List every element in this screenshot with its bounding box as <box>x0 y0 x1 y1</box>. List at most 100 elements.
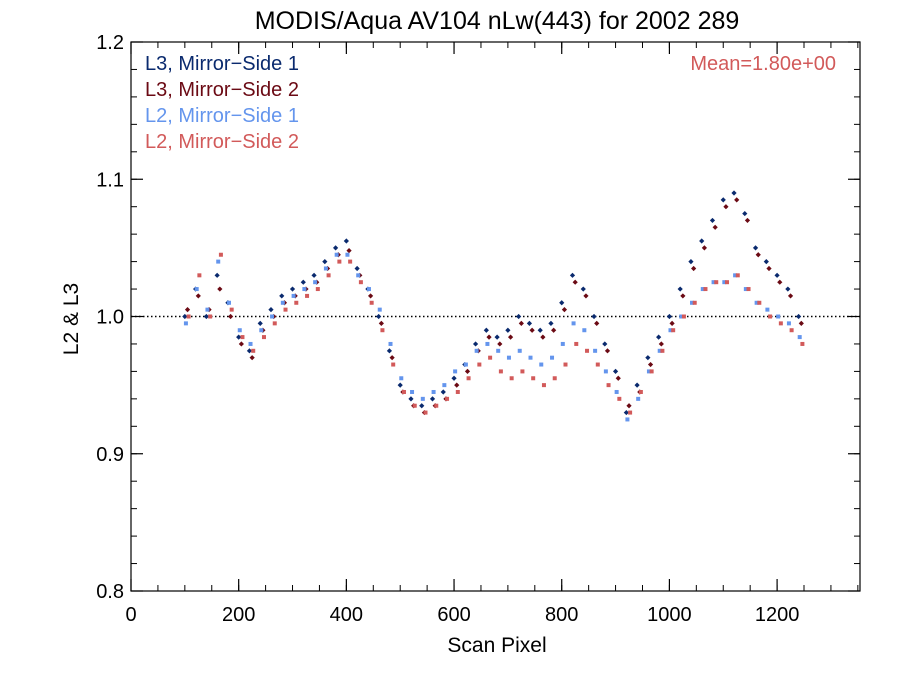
data-point <box>507 334 514 340</box>
data-point <box>691 265 697 272</box>
data-point <box>464 368 471 374</box>
data-point <box>354 265 360 272</box>
data-point <box>731 190 737 196</box>
data-point <box>237 328 242 333</box>
y-tick-labels: 0.8 0.9 1.0 1.1 1.2 <box>96 32 124 603</box>
data-point <box>483 327 489 333</box>
data-point <box>376 313 382 320</box>
data-point <box>248 341 253 346</box>
data-point <box>752 245 759 251</box>
data-point <box>345 252 350 257</box>
data-point <box>442 383 447 388</box>
x-tick-label: 800 <box>545 604 578 626</box>
data-points <box>182 190 805 422</box>
data-point <box>367 293 374 299</box>
data-point <box>434 403 439 408</box>
data-point <box>272 321 277 326</box>
data-point <box>505 327 511 333</box>
data-point <box>680 293 686 299</box>
data-point <box>518 320 524 326</box>
x-tick-labels: 0 200 400 600 800 1000 1200 <box>125 604 799 626</box>
data-point <box>700 287 705 292</box>
data-point <box>261 335 266 340</box>
data-point <box>313 280 318 285</box>
data-point <box>776 314 781 319</box>
data-point <box>657 348 662 353</box>
series-2-points <box>184 197 804 416</box>
data-point <box>660 348 665 353</box>
data-point <box>337 259 342 264</box>
y-tick-label: 1.0 <box>96 307 124 329</box>
data-point <box>291 293 296 298</box>
x-tick-label: 0 <box>125 604 136 626</box>
data-point <box>485 341 490 346</box>
data-point <box>539 362 544 367</box>
data-point <box>742 210 748 217</box>
data-point <box>251 348 256 353</box>
data-point <box>182 313 188 320</box>
data-point <box>699 238 705 244</box>
y-tick-label: 1.2 <box>96 32 124 54</box>
data-point <box>559 300 565 306</box>
data-point <box>429 396 436 402</box>
data-point <box>690 300 695 305</box>
y-axis-label: L2 & L3 <box>60 283 83 355</box>
data-point <box>420 396 425 401</box>
data-point <box>279 293 285 299</box>
data-point <box>646 369 651 374</box>
data-point <box>326 273 331 278</box>
data-point <box>332 245 339 251</box>
data-point <box>725 280 730 285</box>
data-point <box>249 355 255 361</box>
data-point <box>238 341 244 347</box>
series-1-points <box>182 190 802 416</box>
legend: L3, Mirror−Side 1 L3, Mirror−Side 2 L2, Mi… <box>145 53 299 153</box>
data-point <box>580 286 586 292</box>
data-point <box>552 376 557 381</box>
data-point <box>197 273 202 278</box>
data-point <box>763 259 769 265</box>
data-point <box>472 341 479 347</box>
y-tick-label: 0.9 <box>96 444 124 466</box>
data-point <box>634 382 640 388</box>
data-point <box>563 362 568 367</box>
data-point <box>582 328 587 333</box>
data-point <box>743 287 748 292</box>
data-point <box>445 396 450 401</box>
data-point <box>203 313 209 320</box>
data-point <box>517 348 522 353</box>
data-point <box>268 307 274 313</box>
data-point <box>302 287 307 292</box>
data-point <box>259 328 264 333</box>
legend-entry: L2, Mirror−Side 2 <box>145 131 299 153</box>
data-point <box>723 204 729 210</box>
data-point <box>389 355 395 361</box>
data-point <box>623 409 629 416</box>
data-point <box>551 327 557 333</box>
data-point <box>440 389 446 395</box>
data-point <box>380 328 385 333</box>
data-point <box>366 287 371 292</box>
data-point <box>786 321 791 326</box>
data-point <box>757 300 762 305</box>
x-tick-label: 400 <box>330 604 363 626</box>
data-point <box>386 348 393 354</box>
data-point <box>194 287 199 292</box>
data-point <box>548 320 554 326</box>
data-point <box>454 382 460 388</box>
data-point <box>591 313 597 320</box>
data-point <box>412 403 417 408</box>
data-point <box>228 313 234 320</box>
data-point <box>612 368 619 374</box>
data-point <box>356 273 361 278</box>
data-point <box>638 389 643 394</box>
data-point <box>666 313 673 320</box>
data-point <box>735 273 740 278</box>
data-point <box>755 252 761 258</box>
data-point <box>229 307 234 312</box>
data-point <box>766 265 772 272</box>
data-point <box>628 410 633 415</box>
data-point <box>377 307 382 312</box>
data-point <box>516 313 522 320</box>
data-point <box>569 272 576 278</box>
